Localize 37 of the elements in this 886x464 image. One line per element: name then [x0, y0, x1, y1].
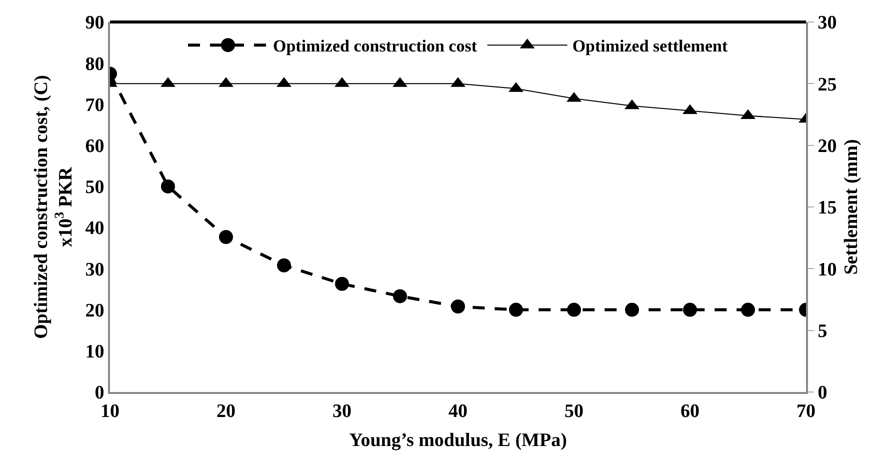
y-tick-label: 70 — [85, 94, 104, 116]
point — [509, 302, 523, 317]
y-tick-label: 10 — [85, 342, 104, 363]
point — [277, 258, 291, 272]
point — [741, 302, 755, 317]
x-tick-label: 20 — [216, 400, 236, 422]
point — [683, 302, 697, 317]
x-axis-title: Young’s modulus, E (MPa) — [349, 430, 567, 452]
point — [161, 179, 175, 194]
x-tick-label: 70 — [796, 400, 816, 422]
point — [625, 302, 639, 317]
x-tick-label: 50 — [564, 400, 584, 422]
y-tick-label: 60 — [85, 136, 104, 157]
y-tick-label: 80 — [85, 54, 104, 75]
y-tick-label: 20 — [85, 300, 104, 322]
y2-tick-label: 15 — [818, 198, 837, 219]
point — [335, 276, 349, 291]
y-tick-label: 90 — [85, 12, 104, 34]
point — [219, 230, 233, 244]
point — [393, 289, 407, 304]
x-tick-label: 60 — [680, 400, 700, 422]
x-tick-label: 40 — [448, 400, 468, 422]
y2-axis-title: Settlement (mm) — [841, 139, 862, 275]
y2-tick-label: 30 — [818, 12, 837, 34]
y-tick-label: 50 — [85, 177, 104, 198]
point — [451, 299, 465, 314]
y-tick-label: 40 — [85, 218, 104, 240]
y-tick-label: 30 — [85, 259, 104, 280]
y2-tick-label: 5 — [818, 320, 828, 342]
y2-tick-label: 25 — [818, 74, 837, 96]
y2-tick-label: 10 — [818, 259, 837, 280]
legend-label: Optimized construction cost — [273, 36, 478, 56]
legend-label: Optimized settlement — [572, 36, 728, 56]
x-tick-label: 30 — [332, 400, 352, 422]
y2-tick-label: 0 — [818, 382, 828, 404]
y2-tick-label: 20 — [818, 136, 837, 157]
point — [567, 302, 581, 317]
